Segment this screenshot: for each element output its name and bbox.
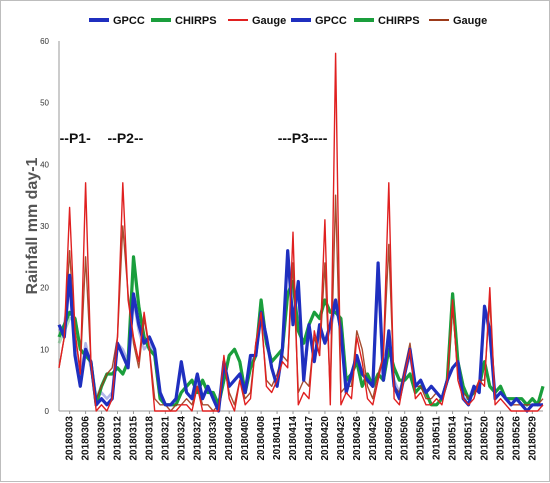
x-tick-label: 20180426 bbox=[352, 416, 363, 461]
x-tick-label: 20180420 bbox=[320, 416, 331, 461]
legend-label-chirps: CHIRPS bbox=[378, 15, 420, 27]
legend-label-gauge: Gauge bbox=[453, 15, 487, 27]
x-tick-label: 20180429 bbox=[368, 416, 379, 461]
x-tick-label: 20180408 bbox=[256, 416, 267, 461]
x-tick-label: 20180517 bbox=[464, 416, 475, 461]
period-annotation-2: --P2-- bbox=[108, 130, 144, 146]
x-tick-label: 20180315 bbox=[128, 416, 139, 461]
y-tick-label: 20 bbox=[40, 284, 49, 293]
series-line-gpcc-0 bbox=[57, 249, 543, 413]
x-tick-label: 20180514 bbox=[448, 416, 459, 461]
x-tick-label: 20180523 bbox=[495, 416, 506, 461]
y-tick-label: 0 bbox=[45, 407, 50, 416]
x-tick-label: 20180405 bbox=[240, 416, 251, 461]
legend-label-gpcc: GPCC bbox=[315, 15, 347, 27]
y-axis-label: Rainfall mm day-1 bbox=[24, 157, 41, 294]
legend-label-chirps: CHIRPS bbox=[175, 15, 217, 27]
x-tick-label: 20180318 bbox=[144, 416, 155, 461]
y-tick-label: 10 bbox=[40, 345, 49, 354]
period-annotation-3: ---P3---- bbox=[278, 130, 328, 146]
x-tick-label: 20180309 bbox=[97, 416, 108, 461]
x-tick-label: 20180505 bbox=[400, 416, 411, 461]
x-tick-label: 20180414 bbox=[288, 416, 299, 461]
x-tick-label: 20180417 bbox=[304, 416, 315, 461]
x-tick-label: 20180402 bbox=[224, 416, 235, 461]
x-tick-label: 20180330 bbox=[208, 416, 219, 461]
x-tick-label: 20180508 bbox=[416, 416, 427, 461]
y-tick-label: 30 bbox=[40, 222, 49, 231]
period-annotation-1: --P1- bbox=[60, 130, 91, 146]
y-tick-label: 50 bbox=[40, 99, 49, 108]
x-tick-label: 20180511 bbox=[432, 416, 443, 460]
series-line-gauge-2 bbox=[58, 52, 544, 412]
x-tick-label: 20180411 bbox=[272, 416, 283, 460]
legend-label-gauge: Gauge bbox=[252, 15, 286, 27]
x-tick-label: 20180324 bbox=[176, 416, 187, 461]
x-tick-label: 20180312 bbox=[113, 416, 124, 461]
x-tick-label: 20180529 bbox=[527, 416, 538, 461]
x-tick-label: 20180327 bbox=[192, 416, 203, 461]
y-tick-label: 60 bbox=[40, 37, 49, 46]
x-tick-label: 20180303 bbox=[65, 416, 76, 461]
y-tick-label: 40 bbox=[40, 160, 49, 169]
x-tick-label: 20180423 bbox=[336, 416, 347, 461]
x-tick-label: 20180321 bbox=[160, 416, 171, 461]
x-tick-label: 20180306 bbox=[81, 416, 92, 461]
legend-label-gpcc: GPCC bbox=[113, 15, 145, 27]
x-tick-label: 20180520 bbox=[479, 416, 490, 461]
x-tick-label: 20180502 bbox=[384, 416, 395, 461]
x-tick-label: 20180526 bbox=[511, 416, 522, 461]
